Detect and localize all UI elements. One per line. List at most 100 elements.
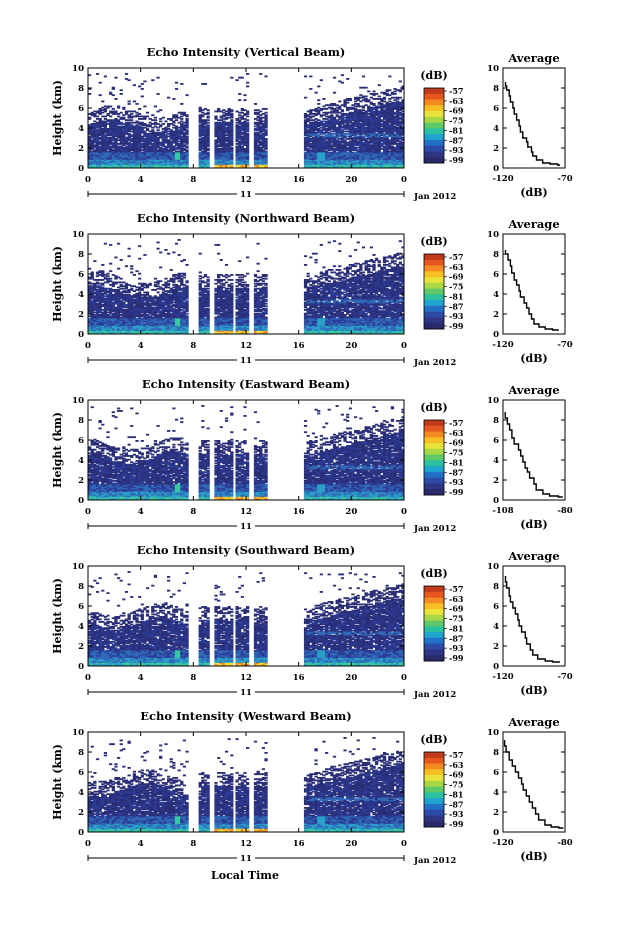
y-tick-label: 8 <box>78 250 84 260</box>
day-marker: 11 <box>87 355 405 366</box>
x-tick-label: 0 <box>85 839 91 849</box>
x-tick-label: 0 <box>85 507 91 517</box>
colorbar-tick: -63 <box>449 594 464 604</box>
x-tick-label: 12 <box>240 341 252 351</box>
colorbar-unit: (dB) <box>420 733 447 746</box>
colorbar-tick: -75 <box>449 116 463 126</box>
x-tick-label: 12 <box>240 839 252 849</box>
y-tick-label: 10 <box>72 230 84 240</box>
colorbar-tick: -93 <box>449 809 464 819</box>
profile-title: Average <box>507 217 559 231</box>
profile-x-tick: -120 <box>492 174 513 184</box>
y-tick-label: 2 <box>78 642 84 652</box>
y-tick-label: 4 <box>78 290 84 300</box>
average-profile: Average 0 2 4 6 8 10 -120 -70 (dB) <box>487 51 573 199</box>
colorbar-tick: -75 <box>449 780 463 790</box>
colorbar-tick: -99 <box>449 819 464 829</box>
date-label: Jan 2012 <box>413 524 456 534</box>
y-axis-label: Height (km) <box>51 80 64 156</box>
date-label: Jan 2012 <box>413 192 456 202</box>
profile-y-tick: 0 <box>493 828 499 838</box>
colorbar-tick: -63 <box>449 760 464 770</box>
profile-title: Average <box>507 549 559 563</box>
panel-title: Echo Intensity (Westward Beam) <box>140 709 351 723</box>
y-tick-label: 6 <box>78 104 84 114</box>
profile-line <box>504 82 560 166</box>
day-marker: 11 <box>87 521 405 532</box>
colorbar-unit: (dB) <box>420 401 447 414</box>
y-tick-label: 8 <box>78 84 84 94</box>
colorbar-tick: -75 <box>449 282 463 292</box>
x-tick-label: 12 <box>240 673 252 683</box>
profile-x-label: (dB) <box>520 850 547 863</box>
colorbar-tick: -87 <box>449 467 463 477</box>
average-profile: Average 0 2 4 6 8 10 -120 -70 (dB) <box>487 549 573 697</box>
heatmap-plot: 0 2 4 6 8 10 0 4 8 12 16 20 0 11 Jan 2012 <box>72 396 456 534</box>
x-tick-label: 8 <box>190 839 196 849</box>
y-tick-label: 0 <box>78 330 84 340</box>
day-label: 11 <box>240 190 252 200</box>
colorbar-tick: -93 <box>449 145 464 155</box>
x-tick-label: 0 <box>401 839 407 849</box>
colorbar-tick: -75 <box>449 614 463 624</box>
day-label: 11 <box>240 522 252 532</box>
x-tick-label: 0 <box>85 673 91 683</box>
x-tick-label: 20 <box>345 175 357 185</box>
x-tick-label: 16 <box>293 175 305 185</box>
x-tick-label: 0 <box>401 673 407 683</box>
colorbar-tick: -81 <box>449 457 463 467</box>
colorbar-unit: (dB) <box>420 567 447 580</box>
y-tick-label: 6 <box>78 602 84 612</box>
y-axis-label: Height (km) <box>51 744 64 820</box>
x-tick-label: 4 <box>138 175 144 185</box>
x-tick-label: 4 <box>138 507 144 517</box>
colorbar-tick: -63 <box>449 262 464 272</box>
profile-x-tick: -120 <box>492 340 513 350</box>
x-tick-label: 8 <box>190 507 196 517</box>
colorbar-tick: -93 <box>449 311 464 321</box>
x-tick-label: 16 <box>293 839 305 849</box>
colorbar-tick: -87 <box>449 135 463 145</box>
colorbar: (dB)-57-63-69-75-81-87-93-99 <box>420 69 464 165</box>
y-tick-label: 8 <box>78 416 84 426</box>
profile-y-tick: 10 <box>487 64 499 74</box>
x-tick-label: 8 <box>190 673 196 683</box>
y-tick-label: 0 <box>78 828 84 838</box>
x-tick-label: 12 <box>240 507 252 517</box>
y-tick-label: 10 <box>72 396 84 406</box>
profile-y-tick: 0 <box>493 330 499 340</box>
profile-y-tick: 2 <box>493 642 499 652</box>
profile-y-tick: 6 <box>493 602 499 612</box>
colorbar-tick: -81 <box>449 623 463 633</box>
y-tick-label: 0 <box>78 164 84 174</box>
x-tick-label: 20 <box>345 507 357 517</box>
colorbar-tick: -75 <box>449 448 463 458</box>
profile-y-tick: 0 <box>493 662 499 672</box>
colorbar-tick: -99 <box>449 653 464 663</box>
profile-x-tick: -70 <box>557 672 572 682</box>
profile-y-tick: 6 <box>493 104 499 114</box>
colorbar-tick: -99 <box>449 155 464 165</box>
profile-y-tick: 4 <box>493 290 499 300</box>
y-tick-label: 2 <box>78 476 84 486</box>
profile-y-tick: 8 <box>493 84 499 94</box>
beam-panel: Echo Intensity (Vertical Beam) Height (km… <box>51 45 573 202</box>
average-profile: Average 0 2 4 6 8 10 -108 -80 (dB) <box>487 383 573 531</box>
heatmap-plot: 0 2 4 6 8 10 0 4 8 12 16 20 0 11 Jan 2012 <box>72 230 456 368</box>
profile-y-tick: 10 <box>487 562 499 572</box>
x-tick-label: 20 <box>345 341 357 351</box>
profile-y-tick: 2 <box>493 476 499 486</box>
day-marker: 11 <box>87 189 405 200</box>
heatmap-plot: 0 2 4 6 8 10 0 4 8 12 16 20 0 11 Jan 2012 <box>72 64 456 202</box>
colorbar-tick: -81 <box>449 291 463 301</box>
x-tick-label: 8 <box>190 175 196 185</box>
y-tick-label: 6 <box>78 768 84 778</box>
y-tick-label: 2 <box>78 310 84 320</box>
profile-title: Average <box>507 383 559 397</box>
x-axis-label: Local Time <box>211 869 279 882</box>
profile-x-tick: -120 <box>492 838 513 848</box>
profile-x-label: (dB) <box>520 352 547 365</box>
heatmap-plot: 0 2 4 6 8 10 0 4 8 12 16 20 0 11 Jan 2012 <box>72 728 456 866</box>
profile-y-tick: 8 <box>493 416 499 426</box>
y-tick-label: 4 <box>78 456 84 466</box>
